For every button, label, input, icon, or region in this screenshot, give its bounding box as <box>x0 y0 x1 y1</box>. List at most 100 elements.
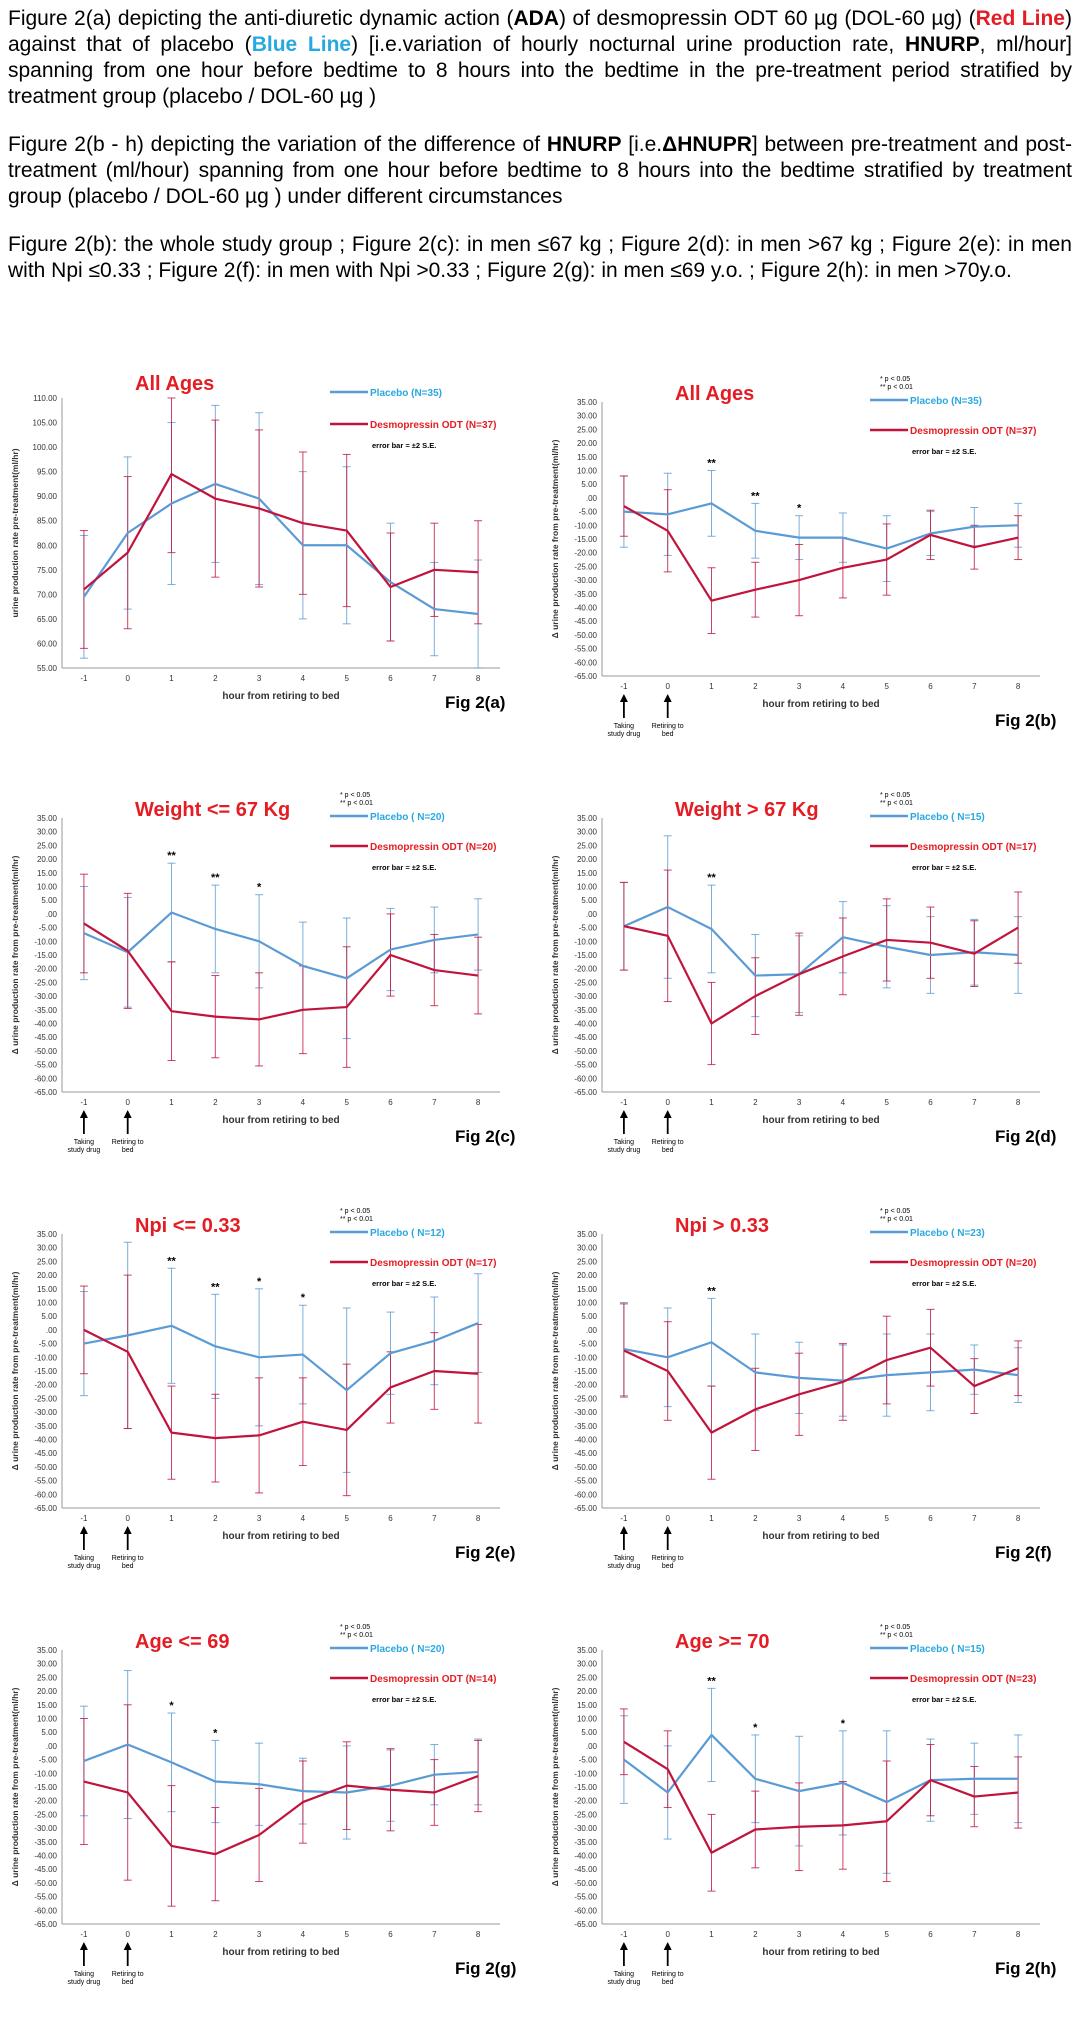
sig-legend-2: ** p < 0.01 <box>340 1216 373 1223</box>
y-tick-label: -30.00 <box>574 1408 597 1417</box>
x-tick-label: 1 <box>169 1514 174 1523</box>
x-tick-label: -1 <box>620 1930 628 1939</box>
y-tick-label: 20.00 <box>577 439 598 448</box>
placebo-series-line <box>83 1322 479 1392</box>
significance-star: ** <box>751 490 760 502</box>
figure-label: Fig 2(e) <box>455 1543 515 1562</box>
chart-svg: 35.00 30.00 25.00 20.00 15.00 10.00 5.00 .00 -5.… <box>550 792 1056 1154</box>
sig-legend-1: * p < 0.05 <box>340 1624 370 1631</box>
y-tick-label: -65.00 <box>34 1504 57 1513</box>
y-tick-label: -55.00 <box>34 1893 57 1902</box>
y-tick-label: -20.00 <box>574 1381 597 1390</box>
y-tick-label: -55.00 <box>34 1477 57 1486</box>
y-tick-label: 10.00 <box>37 1299 58 1308</box>
significance-star: ** <box>707 458 716 470</box>
y-tick-label: -15.00 <box>34 1783 57 1792</box>
arrow-label: bed <box>662 1979 674 1986</box>
y-tick-label: 25.00 <box>577 841 598 850</box>
x-tick-label: 8 <box>476 674 481 683</box>
arrow-label: bed <box>662 1147 674 1154</box>
significance-star: ** <box>707 1285 716 1297</box>
y-tick-label: 35.00 <box>577 1230 598 1239</box>
y-tick-label: 5.00 <box>41 1728 57 1737</box>
y-tick-label: -30.00 <box>574 576 597 585</box>
y-tick-label: -50.00 <box>574 631 597 640</box>
figure-label: Fig 2(h) <box>995 1959 1056 1978</box>
y-tick-label: 110.00 <box>33 394 57 403</box>
arrow-label: Retiring to <box>652 1971 684 1978</box>
y-tick-label: -5.00 <box>579 924 598 933</box>
delta-hnupr-term: ΔHNUPR <box>662 133 752 156</box>
x-tick-label: 0 <box>665 1514 670 1523</box>
y-tick-label: 20.00 <box>577 855 598 864</box>
x-tick-label: 6 <box>388 1514 393 1523</box>
red-line-term: Red Line <box>975 7 1065 30</box>
y-tick-label: -55.00 <box>574 1061 597 1070</box>
y-tick-label: 15.00 <box>37 869 58 878</box>
y-tick-label: .00 <box>46 1742 58 1751</box>
y-tick-label: -40.00 <box>574 1852 597 1861</box>
figure-label: Fig 2(f) <box>995 1543 1052 1562</box>
errorbar-note: error bar = ±2 S.E. <box>372 1279 436 1288</box>
x-tick-label: 4 <box>301 1098 306 1107</box>
y-tick-label: -60.00 <box>34 1074 57 1083</box>
y-tick-label: 30.00 <box>577 1660 598 1669</box>
x-tick-label: 1 <box>709 1514 714 1523</box>
sig-legend-2: ** p < 0.01 <box>880 1632 913 1639</box>
chart-title: All Ages <box>675 383 754 405</box>
y-tick-label: 35.00 <box>37 1230 58 1239</box>
arrow-head-icon <box>123 1942 132 1950</box>
significance-star: * <box>169 1700 174 1712</box>
intro-text: Figure 2(a) depicting the anti-diuretic … <box>8 6 1072 306</box>
chart-panel-h: 35.00 30.00 25.00 20.00 15.00 10.00 5.00 .00 -5.… <box>540 1616 1080 2016</box>
x-tick-label: 8 <box>1016 682 1021 691</box>
y-tick-label: 25.00 <box>37 1673 58 1682</box>
y-tick-label: -55.00 <box>574 1893 597 1902</box>
arrow-label: study drug <box>608 1147 641 1154</box>
x-tick-label: 5 <box>344 1930 349 1939</box>
legend-placebo-label: Placebo ( N=20) <box>370 1644 445 1655</box>
errorbar-note: error bar = ±2 S.E. <box>912 447 976 456</box>
arrow-label: Taking <box>74 1555 94 1562</box>
y-tick-label: 10.00 <box>577 467 598 476</box>
y-tick-label: 25.00 <box>577 425 598 434</box>
y-tick-label: -40.00 <box>574 1436 597 1445</box>
y-tick-label: .00 <box>586 494 598 503</box>
x-axis-label: hour from retiring to bed <box>222 1531 339 1542</box>
hnurp-term: HNURP <box>546 133 622 156</box>
chart-title: All Ages <box>135 373 214 395</box>
y-tick-label: 5.00 <box>581 1728 597 1737</box>
x-tick-label: 8 <box>1016 1098 1021 1107</box>
y-tick-label: -15.00 <box>574 951 597 960</box>
y-tick-label: .00 <box>586 1326 598 1335</box>
x-tick-label: -1 <box>620 1514 628 1523</box>
chart-panel-c: 35.00 30.00 25.00 20.00 15.00 10.00 5.00 .00 -5.… <box>0 784 540 1184</box>
y-tick-label: -45.00 <box>34 1033 57 1042</box>
placebo-series-line <box>83 1743 479 1794</box>
arrow-label: study drug <box>68 1147 101 1154</box>
chart-panel-f: 35.00 30.00 25.00 20.00 15.00 10.00 5.00 .00 -5.… <box>540 1200 1080 1600</box>
arrow-label: Retiring to <box>652 1139 684 1146</box>
y-tick-label: 35.00 <box>577 398 598 407</box>
x-tick-label: -1 <box>620 1098 628 1107</box>
y-tick-label: -65.00 <box>574 1920 597 1929</box>
y-tick-label: -35.00 <box>34 1422 57 1431</box>
y-tick-label: -35.00 <box>574 590 597 599</box>
legend-placebo-label: Placebo ( N=20) <box>370 812 445 823</box>
y-tick-label: -25.00 <box>574 562 597 571</box>
y-tick-label: -30.00 <box>34 992 57 1001</box>
sig-legend-1: * p < 0.05 <box>880 792 910 799</box>
x-axis-label: hour from retiring to bed <box>222 1947 339 1958</box>
x-tick-label: 1 <box>169 1098 174 1107</box>
y-tick-label: -60.00 <box>34 1906 57 1915</box>
legend-desmo-label: Desmopressin ODT (N=17) <box>910 842 1036 853</box>
x-axis-label: hour from retiring to bed <box>762 1947 879 1958</box>
y-tick-label: 30.00 <box>37 828 58 837</box>
arrow-label: Retiring to <box>112 1555 144 1562</box>
x-axis-label: hour from retiring to bed <box>762 1531 879 1542</box>
legend-placebo-label: Placebo ( N=23) <box>910 1228 985 1239</box>
arrow-label: study drug <box>608 731 641 738</box>
y-tick-label: -40.00 <box>34 1852 57 1861</box>
placebo-series-line <box>623 905 1019 977</box>
y-tick-label: -10.00 <box>574 937 597 946</box>
